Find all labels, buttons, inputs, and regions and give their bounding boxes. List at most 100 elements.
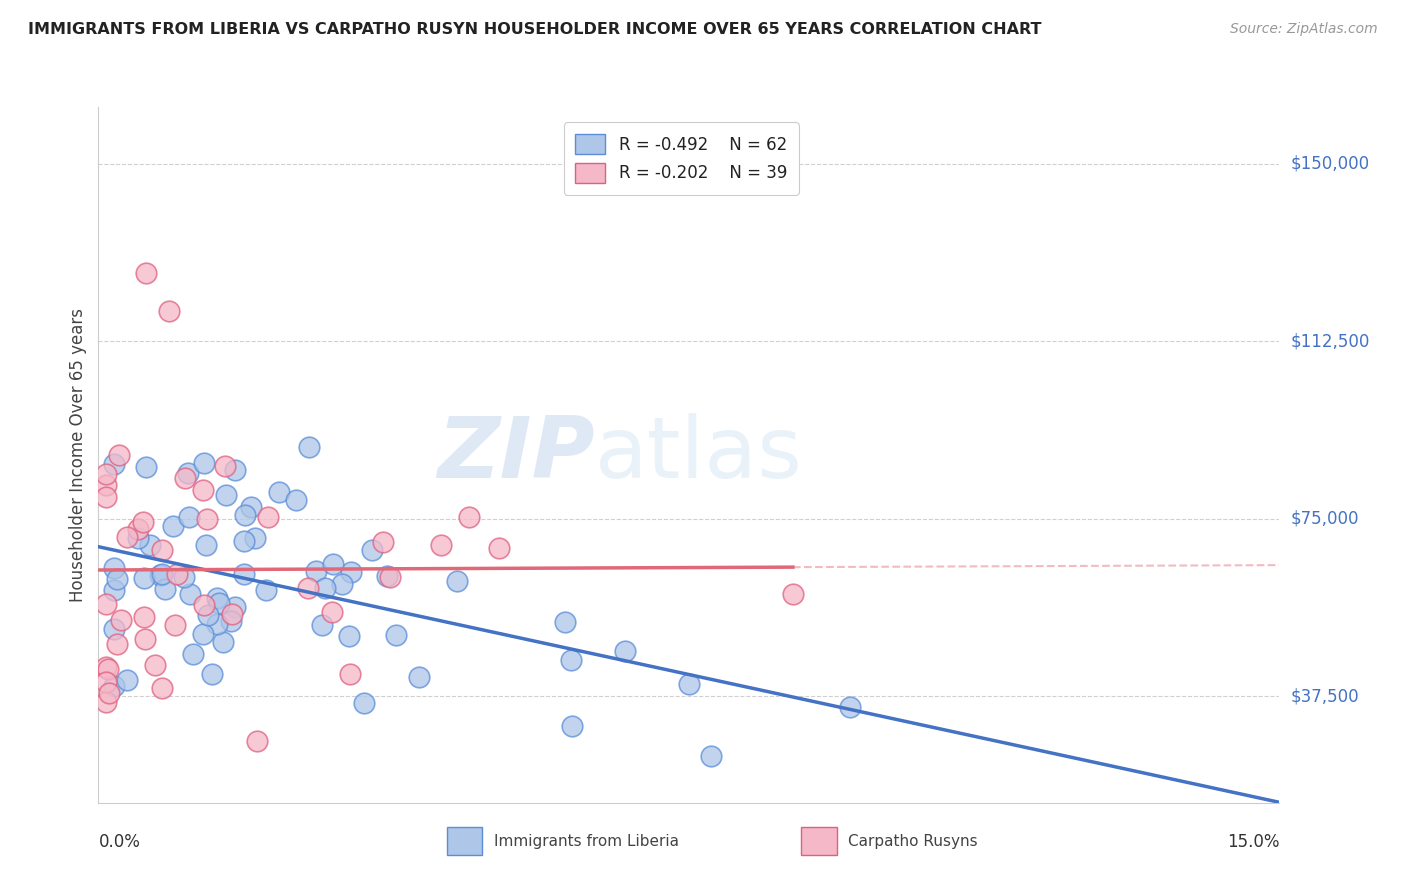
Point (193, 598, 215, 612)
Point (211, 634, 233, 648)
Text: atlas: atlas (595, 413, 803, 497)
Point (337, 629, 360, 643)
Point (224, 600, 246, 615)
Point (208, 596, 231, 610)
Point (239, 500, 262, 514)
Point (96, 598, 118, 612)
Text: IMMIGRANTS FROM LIBERIA VS CARPATHO RUSYN HOUSEHOLDER INCOME OVER 65 YEARS CORRE: IMMIGRANTS FROM LIBERIA VS CARPATHO RUSY… (28, 22, 1042, 37)
Point (322, 558, 344, 572)
Point (340, 565, 363, 579)
Point (162, 519, 184, 533)
Point (103, 679, 125, 693)
Point (339, 667, 361, 681)
Point (103, 561, 125, 575)
Point (560, 719, 582, 733)
Point (177, 466, 200, 480)
Point (96, 490, 118, 504)
Point (360, 543, 382, 558)
Point (115, 673, 138, 687)
Point (314, 581, 336, 595)
Point (201, 666, 224, 681)
Point (224, 463, 246, 477)
Point (127, 522, 149, 536)
Point (233, 567, 256, 582)
Point (446, 574, 468, 589)
Point (96, 660, 118, 674)
Point (96, 675, 118, 690)
Point (115, 530, 138, 544)
Point (110, 613, 132, 627)
Point (195, 538, 218, 552)
Point (179, 587, 201, 601)
Point (127, 531, 149, 545)
Point (135, 266, 157, 280)
Point (139, 538, 162, 552)
Point (96, 478, 118, 492)
Point (157, 303, 180, 318)
Point (97, 662, 120, 676)
Point (305, 564, 328, 578)
Point (330, 576, 353, 591)
Point (108, 448, 131, 462)
Point (233, 534, 256, 549)
Text: 15.0%: 15.0% (1227, 833, 1279, 851)
Point (193, 627, 215, 641)
Point (233, 508, 256, 522)
Text: 0.0%: 0.0% (98, 833, 141, 851)
Point (408, 670, 430, 684)
Point (560, 653, 582, 667)
Point (173, 570, 195, 584)
Point (107, 573, 129, 587)
Text: $37,500: $37,500 (1291, 688, 1360, 706)
Point (97, 685, 120, 699)
Point (149, 568, 172, 582)
Point (267, 484, 290, 499)
Point (214, 458, 236, 473)
Point (243, 531, 266, 545)
Point (191, 483, 214, 497)
Point (385, 627, 408, 641)
Point (321, 605, 343, 619)
Bar (447, 827, 482, 855)
Point (193, 456, 215, 470)
Text: Source: ZipAtlas.com: Source: ZipAtlas.com (1230, 22, 1378, 37)
Point (150, 681, 173, 696)
Legend: R = -0.492    N = 62, R = -0.202    N = 39: R = -0.492 N = 62, R = -0.202 N = 39 (564, 122, 799, 194)
Point (103, 583, 125, 598)
Point (181, 647, 204, 661)
Text: $150,000: $150,000 (1291, 155, 1369, 173)
Point (105, 637, 128, 651)
Point (135, 459, 157, 474)
Point (380, 570, 402, 584)
Point (838, 700, 860, 714)
Point (166, 567, 188, 582)
Point (96, 695, 118, 709)
Point (132, 571, 155, 585)
Point (782, 587, 804, 601)
Point (457, 509, 479, 524)
Point (132, 515, 155, 529)
Point (297, 581, 319, 595)
Point (678, 677, 700, 691)
Point (311, 618, 333, 632)
Point (375, 568, 398, 582)
Point (195, 511, 218, 525)
Point (285, 493, 308, 508)
Point (103, 458, 125, 472)
Point (246, 734, 269, 748)
Point (554, 615, 576, 629)
Point (700, 749, 723, 764)
Point (145, 658, 167, 673)
Point (96, 467, 118, 481)
Point (219, 615, 242, 629)
Text: Carpatho Rusyns: Carpatho Rusyns (848, 833, 979, 848)
Point (353, 697, 375, 711)
Point (614, 644, 637, 658)
Point (488, 541, 510, 555)
Y-axis label: Householder Income Over 65 years: Householder Income Over 65 years (69, 308, 87, 602)
Point (174, 470, 197, 484)
Point (165, 618, 187, 632)
Point (134, 632, 156, 647)
Point (215, 488, 238, 502)
Point (430, 538, 453, 552)
